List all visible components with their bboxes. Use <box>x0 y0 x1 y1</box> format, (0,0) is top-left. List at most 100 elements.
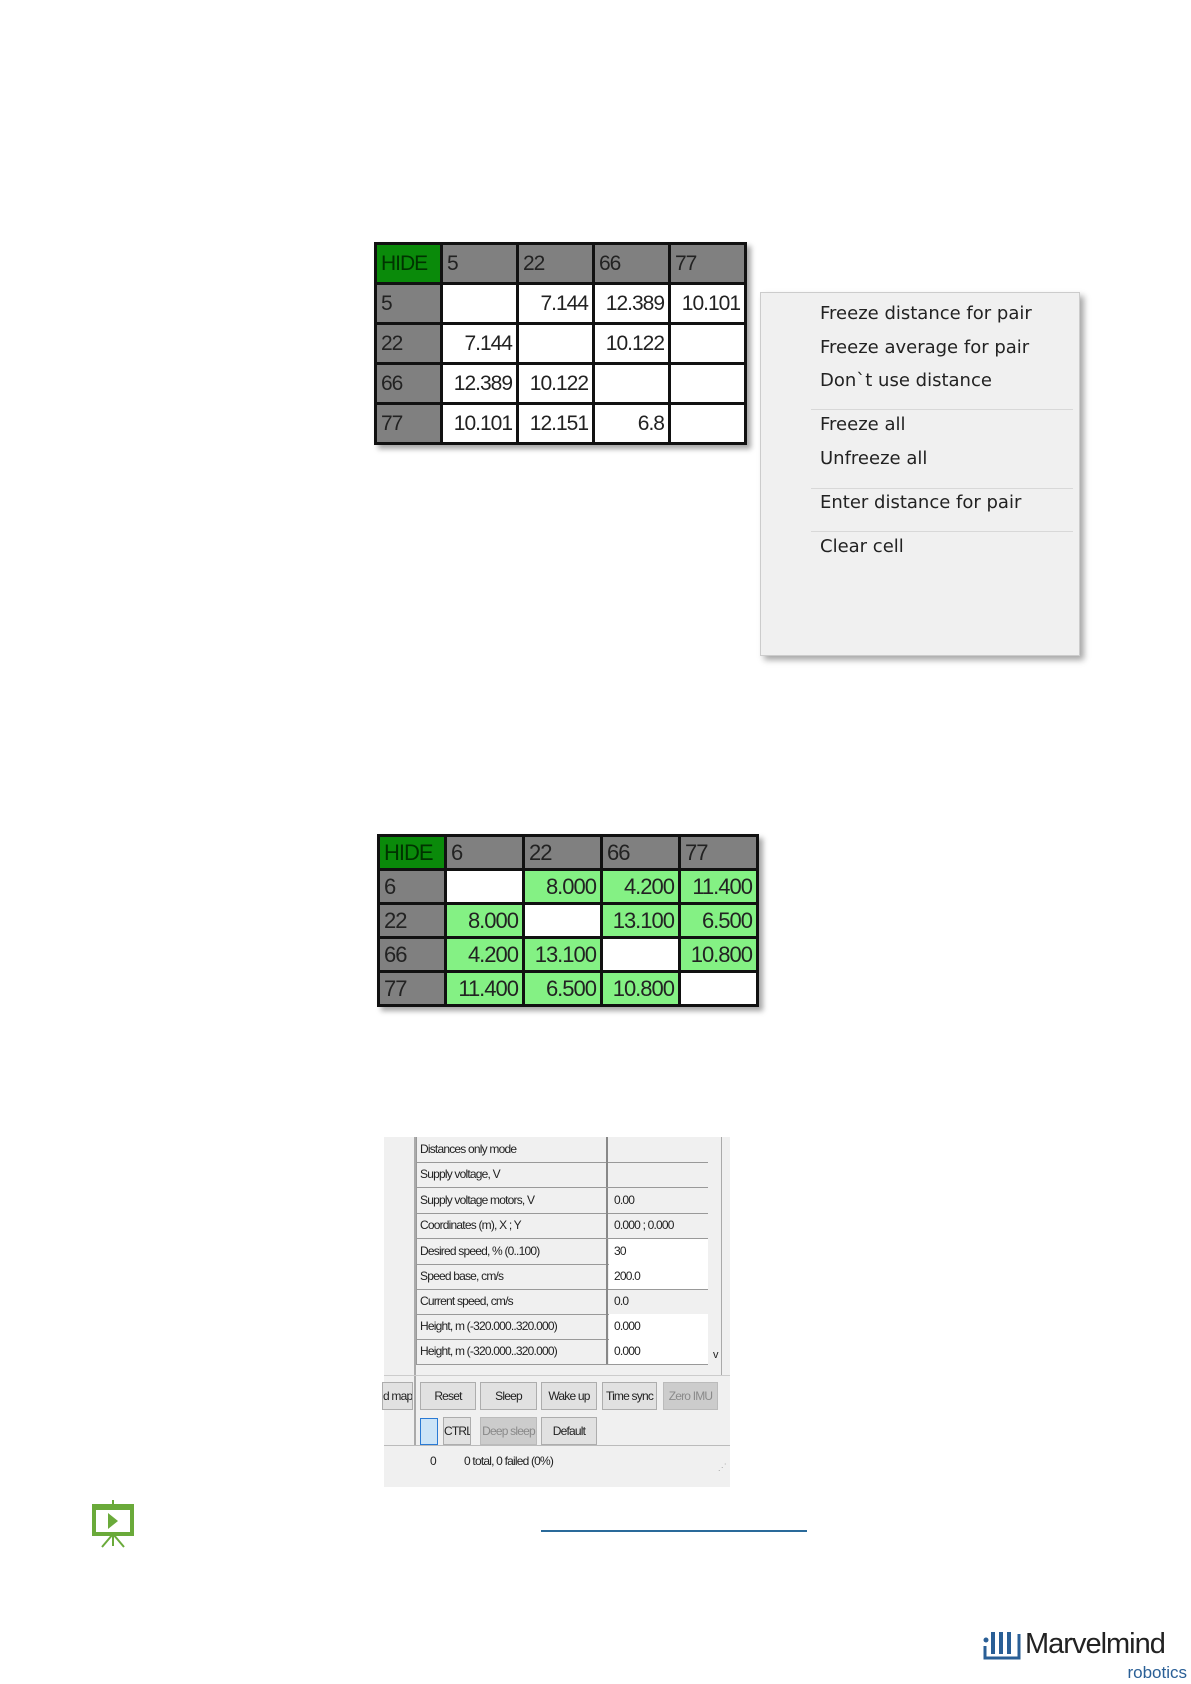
table-cell[interactable]: 6.500 <box>522 970 603 1007</box>
table-cell[interactable] <box>668 362 747 405</box>
hide-button[interactable]: HIDE <box>374 242 443 285</box>
table-cell[interactable] <box>600 936 681 973</box>
menu-item-enter-distance[interactable]: Enter distance for pair <box>820 492 1022 513</box>
column-header: 22 <box>516 242 595 285</box>
property-row: Supply voltage, V <box>416 1162 708 1188</box>
menu-item-freeze-distance[interactable]: Freeze distance for pair <box>820 303 1032 324</box>
menu-item-unfreeze-all[interactable]: Unfreeze all <box>820 448 928 469</box>
resize-grip-icon[interactable]: ⋰ <box>717 1462 727 1472</box>
zero-imu-button: Zero IMU <box>663 1382 718 1410</box>
property-value: 0.000 ; 0.000 <box>614 1218 674 1232</box>
table-cell[interactable]: 11.400 <box>444 970 525 1007</box>
deep-sleep-button: Deep sleep <box>480 1417 537 1445</box>
ctrl-button[interactable]: CTRL <box>443 1417 471 1445</box>
property-label: Supply voltage, V <box>416 1162 608 1187</box>
property-label: Desired speed, % (0..100) <box>416 1239 608 1264</box>
property-label: Speed base, cm/s <box>416 1264 608 1289</box>
table-cell[interactable] <box>444 868 525 905</box>
wake-up-button[interactable]: Wake up <box>541 1382 597 1410</box>
sleep-button[interactable]: Sleep <box>480 1382 537 1410</box>
status-summary: 0 total, 0 failed (0%) <box>464 1454 554 1468</box>
table-row: 66 12.389 10.122 <box>374 362 747 405</box>
logo-subtitle: robotics <box>1127 1663 1187 1682</box>
status-bar-divider <box>384 1445 730 1446</box>
color-indicator-box[interactable] <box>420 1418 438 1445</box>
property-row: Current speed, cm/s 0.0 <box>416 1289 708 1315</box>
column-header: 22 <box>522 834 603 871</box>
table-cell[interactable]: 10.800 <box>678 936 759 973</box>
height-input[interactable]: 0.000 <box>609 1314 708 1339</box>
menu-separator <box>811 409 1073 410</box>
property-value <box>609 1137 708 1162</box>
property-label: Supply voltage motors, V <box>416 1188 608 1213</box>
default-button[interactable]: Default <box>541 1417 597 1445</box>
row-header: 5 <box>374 282 443 325</box>
video-link-underline[interactable] <box>541 1530 807 1532</box>
table-cell[interactable]: 13.100 <box>600 902 681 939</box>
property-row: Height, m (-320.000..320.000) 0.000 <box>416 1339 708 1365</box>
column-header: 77 <box>678 834 759 871</box>
table-cell[interactable] <box>522 902 603 939</box>
row-header: 66 <box>377 936 447 973</box>
table-cell[interactable]: 7.144 <box>440 322 519 365</box>
time-sync-button[interactable]: Time sync <box>602 1382 657 1410</box>
property-row: Coordinates (m), X ; Y 0.000 ; 0.000 <box>416 1213 708 1239</box>
table-cell[interactable]: 4.200 <box>600 868 681 905</box>
row-header: 66 <box>374 362 443 405</box>
column-header: 77 <box>668 242 747 285</box>
menu-separator <box>811 531 1073 532</box>
table-cell[interactable]: 12.151 <box>516 402 595 445</box>
table-cell[interactable] <box>678 970 759 1007</box>
column-header: 6 <box>444 834 525 871</box>
table-cell[interactable] <box>668 402 747 445</box>
speed-base-input[interactable]: 200.0 <box>609 1264 708 1289</box>
property-label: Coordinates (m), X ; Y <box>416 1213 608 1238</box>
table-cell[interactable]: 6.8 <box>592 402 671 445</box>
table-cell[interactable]: 12.389 <box>440 362 519 405</box>
property-row: Speed base, cm/s 200.0 <box>416 1264 708 1290</box>
table-cell[interactable]: 10.122 <box>592 322 671 365</box>
table-cell[interactable]: 10.101 <box>668 282 747 325</box>
menu-item-freeze-all[interactable]: Freeze all <box>820 414 906 435</box>
table-cell[interactable] <box>668 322 747 365</box>
property-value <box>609 1162 708 1187</box>
property-label: Height, m (-320.000..320.000) <box>416 1339 608 1364</box>
table-cell[interactable]: 10.800 <box>600 970 681 1007</box>
property-label: Height, m (-320.000..320.000) <box>416 1314 608 1339</box>
scroll-down-arrow[interactable]: v <box>713 1349 718 1361</box>
map-button[interactable]: d map <box>382 1382 413 1410</box>
reset-button[interactable]: Reset <box>420 1382 476 1410</box>
table-cell[interactable]: 4.200 <box>444 936 525 973</box>
table-row: 77 11.400 6.500 10.800 <box>377 970 759 1007</box>
distance-table-1: HIDE 5 22 66 77 5 7.144 12.389 10.101 22 7.1… <box>374 242 747 445</box>
height-input[interactable]: 0.000 <box>609 1339 708 1364</box>
table-cell[interactable]: 11.400 <box>678 868 759 905</box>
table-cell[interactable]: 7.144 <box>516 282 595 325</box>
table-cell[interactable]: 8.000 <box>522 868 603 905</box>
table-cell[interactable]: 12.389 <box>592 282 671 325</box>
menu-item-freeze-average[interactable]: Freeze average for pair <box>820 337 1030 358</box>
table-cell[interactable] <box>592 362 671 405</box>
table-cell[interactable]: 8.000 <box>444 902 525 939</box>
table-cell[interactable]: 10.101 <box>440 402 519 445</box>
desired-speed-input[interactable]: 30 <box>609 1239 708 1264</box>
table-row: 5 7.144 12.389 10.101 <box>374 282 747 325</box>
table-cell[interactable]: 10.122 <box>516 362 595 405</box>
table-cell[interactable]: 6.500 <box>678 902 759 939</box>
menu-item-clear-cell[interactable]: Clear cell <box>820 536 904 557</box>
presentation-video-icon[interactable] <box>90 1500 136 1548</box>
property-label: Distances only mode <box>416 1137 608 1162</box>
table-cell[interactable] <box>440 282 519 325</box>
table-cell[interactable]: 13.100 <box>522 936 603 973</box>
table-header-row: HIDE 5 22 66 77 <box>374 242 747 285</box>
panel-border <box>721 1137 722 1375</box>
table-row: 22 8.000 13.100 6.500 <box>377 902 759 939</box>
column-header: 66 <box>600 834 681 871</box>
table-header-row: HIDE 6 22 66 77 <box>377 834 759 871</box>
table-row: 66 4.200 13.100 10.800 <box>377 936 759 973</box>
table-cell[interactable] <box>516 322 595 365</box>
row-header: 77 <box>374 402 443 445</box>
hide-button[interactable]: HIDE <box>377 834 447 871</box>
menu-item-dont-use-distance[interactable]: Don`t use distance <box>820 370 992 391</box>
